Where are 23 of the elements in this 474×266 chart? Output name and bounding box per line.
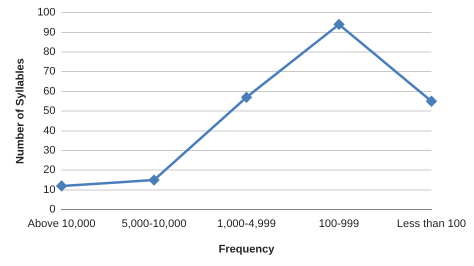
- point: [148, 174, 160, 186]
- y-tick-label: 50: [43, 105, 56, 118]
- y-tick-label: 60: [43, 85, 56, 98]
- point: [56, 180, 68, 192]
- x-tick-label: Above 10,000: [28, 218, 96, 230]
- y-tick-label: 30: [43, 144, 56, 157]
- y-tick-label: 100: [37, 6, 56, 19]
- y-tick-label: 90: [43, 26, 56, 38]
- x-axis-title: Frequency: [218, 243, 276, 256]
- point: [333, 18, 344, 30]
- y-tick-label: 70: [43, 66, 56, 78]
- y-tick-label: 20: [43, 164, 56, 176]
- x-tick-label: 1,000-4,999: [217, 218, 276, 230]
- y-axis-title: Number of Syllables: [14, 58, 27, 164]
- y-tick-label: 80: [43, 46, 56, 58]
- y-tick-label: 0: [49, 204, 56, 216]
- x-tick-label: 5,000-10,000: [122, 218, 186, 230]
- x-tick-label: 100-999: [318, 218, 360, 230]
- y-tick-label: 40: [43, 124, 56, 137]
- y-tick-label: 10: [43, 184, 56, 196]
- point: [241, 92, 252, 103]
- point: [426, 96, 437, 107]
- x-tick-label: Less than 100: [396, 218, 466, 230]
